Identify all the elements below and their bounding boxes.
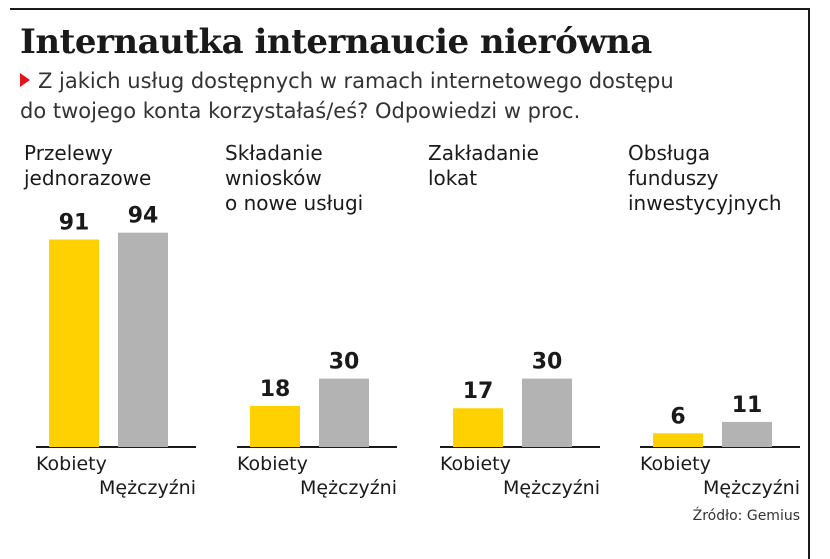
bar-mezczyzni [118, 232, 168, 447]
category-label: lokat [428, 166, 477, 190]
value-label: 30 [532, 350, 563, 375]
source-note: Źródło: Gemius [692, 508, 800, 524]
series-label: Mężczyźni [300, 477, 397, 499]
category-label: jednorazowe [23, 166, 151, 190]
red-triangle-icon [20, 73, 30, 87]
value-label: 11 [732, 393, 763, 418]
bar-kobiety [49, 239, 99, 447]
bar-kobiety [653, 433, 703, 447]
value-label: 18 [260, 377, 291, 402]
category-label: funduszy [628, 166, 719, 190]
subtitle-line-2: do twojego konta korzystałaś/eś? Odpowie… [20, 99, 581, 123]
bar-kobiety [250, 405, 300, 447]
subtitle-line-1: Z jakich usług dostępnych w ramach inter… [38, 69, 674, 93]
category-label: o nowe usługi [225, 191, 363, 215]
category-label: inwestycyjnych [628, 191, 782, 215]
series-label: Mężczyźni [703, 477, 800, 499]
bar-kobiety [453, 408, 503, 447]
bar-mezczyzni [522, 378, 572, 447]
value-label: 94 [128, 204, 159, 229]
chart-title: Internautka internaucie nierówna [20, 22, 652, 62]
category-label: wniosków [225, 166, 322, 190]
category-label: Obsługa [628, 141, 710, 165]
bar-mezczyzni [319, 378, 369, 447]
value-label: 6 [670, 404, 685, 429]
category-label: Składanie [225, 141, 323, 165]
category-label: Zakładanie [428, 141, 539, 165]
chart-subtitle: Z jakich usług dostępnych w ramach inter… [20, 66, 674, 126]
top-rule [10, 8, 810, 10]
bar-mezczyzni [722, 421, 772, 447]
value-label: 30 [329, 350, 360, 375]
series-label: Kobiety [237, 453, 308, 475]
series-label: Kobiety [640, 453, 711, 475]
series-label: Kobiety [440, 453, 511, 475]
right-rule [808, 8, 810, 559]
series-label: Mężczyźni [99, 477, 196, 499]
series-label: Kobiety [36, 453, 107, 475]
value-label: 17 [463, 379, 494, 404]
value-label: 91 [59, 211, 90, 236]
category-label: Przelewy [24, 141, 113, 165]
series-label: Mężczyźni [503, 477, 600, 499]
